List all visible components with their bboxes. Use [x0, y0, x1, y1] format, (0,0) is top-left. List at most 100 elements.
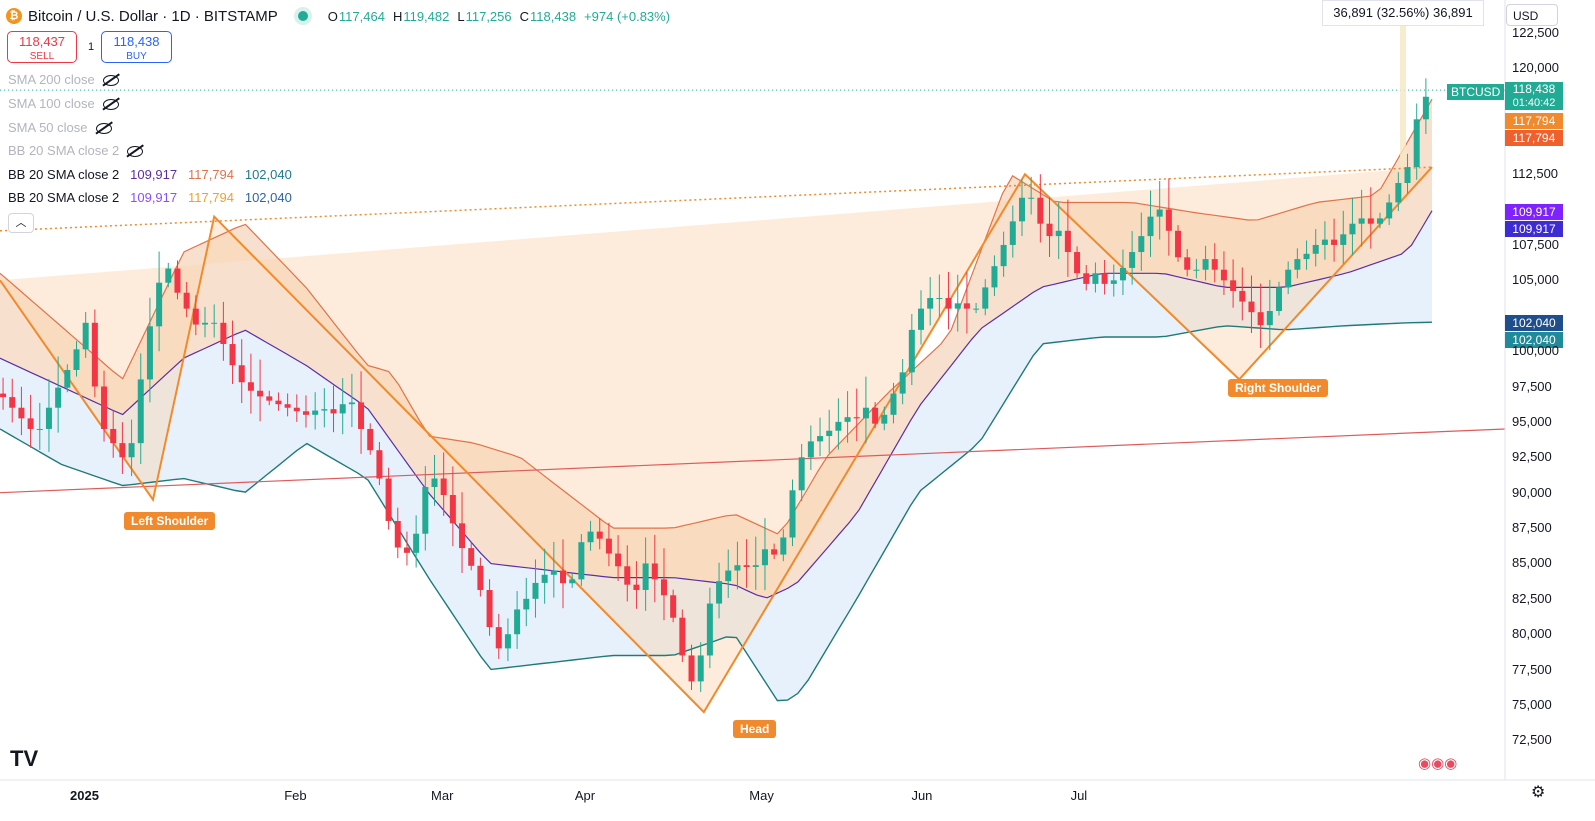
candle-body [36, 428, 43, 430]
candle-body [422, 487, 429, 534]
buy-price: 118,438 [113, 34, 160, 49]
candle-body [945, 298, 952, 309]
hidden-eye-icon[interactable] [127, 146, 144, 158]
candle-body [660, 579, 667, 596]
candle-body [881, 414, 888, 424]
time-tick-label: Mar [431, 788, 454, 803]
candle-body [1422, 96, 1429, 120]
indicator-bb-hidden[interactable]: BB 20 SMA close 2 [8, 143, 144, 158]
indicator-sma50[interactable]: SMA 50 close [8, 120, 112, 135]
candle-body [982, 287, 989, 309]
lower-band-tag-1: 102,040 [1505, 315, 1563, 331]
candle-body [1129, 252, 1136, 268]
candle-body [954, 303, 961, 309]
price-tick-label: 90,000 [1512, 484, 1552, 500]
indicator-bb-1[interactable]: BB 20 SMA close 2 109,917 117,794 102,04… [8, 167, 292, 182]
candle-body [1147, 216, 1154, 237]
buy-button[interactable]: 118,438 BUY [101, 31, 172, 63]
candle-body [486, 589, 493, 628]
candle-body [229, 344, 236, 366]
price-tick-label: 87,500 [1512, 520, 1552, 536]
price-tick-label: 80,000 [1512, 626, 1552, 642]
indicator-bb-2[interactable]: BB 20 SMA close 2 109,917 117,794 102,04… [8, 190, 292, 205]
bb-lower-fill [0, 210, 1432, 701]
candle-body [1321, 239, 1328, 245]
candle-body [449, 495, 456, 524]
candle-body [1276, 287, 1283, 312]
market-open-icon [297, 11, 308, 21]
candle-body [890, 393, 897, 415]
indicator-sma200[interactable]: SMA 200 close [8, 72, 119, 87]
hidden-eye-icon[interactable] [102, 75, 119, 87]
candle-body [596, 531, 603, 539]
last-price-tag: 118,438 01:40:42 [1505, 82, 1563, 110]
candle-body [872, 407, 879, 424]
symbol-title[interactable]: Bitcoin / U.S. Dollar · 1D · BITSTAMP [28, 7, 278, 25]
lower-band-tag-2: 102,040 [1505, 332, 1563, 348]
ohlc-values: O117,464 H119,482 L117,256 C118,438 +974… [328, 9, 670, 24]
upper-band-tag-1: 117,794 [1505, 113, 1563, 129]
measure-range [1400, 0, 1406, 168]
candle-body [293, 407, 300, 412]
ohlc-high: H119,482 [392, 8, 450, 24]
candle-body [376, 450, 383, 479]
candle-body [504, 634, 511, 649]
candle-body [431, 478, 438, 488]
candle-body [1239, 290, 1246, 302]
candle-body [963, 303, 970, 309]
bb-upper-fill [0, 99, 1432, 598]
spread-value: 1 [88, 41, 95, 53]
time-tick-label: May [749, 788, 774, 803]
candle-body [247, 382, 254, 391]
candle-body [119, 443, 126, 458]
candle-body [1175, 230, 1182, 258]
candle-body [578, 542, 585, 580]
candle-body [330, 409, 337, 414]
candle-body [0, 393, 7, 398]
candle-body [45, 407, 52, 429]
price-tick-label: 77,500 [1512, 661, 1552, 677]
support-trendline [0, 428, 1506, 494]
candle-body [385, 478, 392, 521]
candle-body [716, 581, 723, 604]
candle-body [936, 298, 943, 300]
candle-body [514, 609, 521, 635]
candle-body [927, 298, 934, 309]
hidden-eye-icon[interactable] [95, 123, 112, 135]
candle-body [899, 372, 906, 394]
candle-body [275, 400, 282, 405]
price-tick-label: 75,000 [1512, 697, 1552, 712]
price-tick-label: 100,000 [1512, 343, 1559, 359]
candle-body [1294, 259, 1301, 270]
candle-body [798, 457, 805, 491]
candle-body [624, 566, 631, 585]
candle-body [1193, 269, 1200, 271]
pattern-fill [0, 167, 1432, 713]
candle-body [1119, 267, 1126, 281]
candle-body [1000, 244, 1007, 267]
candle-body [321, 409, 328, 411]
candle-body [1303, 253, 1310, 260]
hidden-eye-icon[interactable] [102, 99, 119, 111]
sell-button[interactable]: 118,437 SELL [7, 31, 77, 63]
candle-body [1074, 252, 1081, 274]
candle-body [339, 404, 346, 414]
chart-header: ₿ Bitcoin / U.S. Dollar · 1D · BITSTAMP … [6, 4, 670, 28]
collapse-legend-button[interactable]: ︿ [8, 213, 34, 233]
candle-body [688, 655, 695, 682]
candle-body [1211, 259, 1218, 270]
candle-body [174, 268, 181, 293]
us-flag-icon[interactable]: ◉◉◉ [1418, 755, 1458, 772]
candle-body [110, 428, 117, 444]
settings-gear-icon[interactable]: ⚙ [1531, 784, 1546, 801]
candle-body [973, 308, 980, 310]
candle-body [302, 411, 309, 415]
right-shoulder-label: Right Shoulder [1228, 379, 1328, 397]
currency-select[interactable]: USD [1506, 4, 1558, 26]
indicator-sma100[interactable]: SMA 100 close [8, 96, 119, 111]
tradingview-logo-icon[interactable]: TV [10, 746, 39, 771]
candle-body [477, 565, 484, 590]
time-tick-label: Feb [284, 788, 307, 803]
candle-body [679, 617, 686, 656]
